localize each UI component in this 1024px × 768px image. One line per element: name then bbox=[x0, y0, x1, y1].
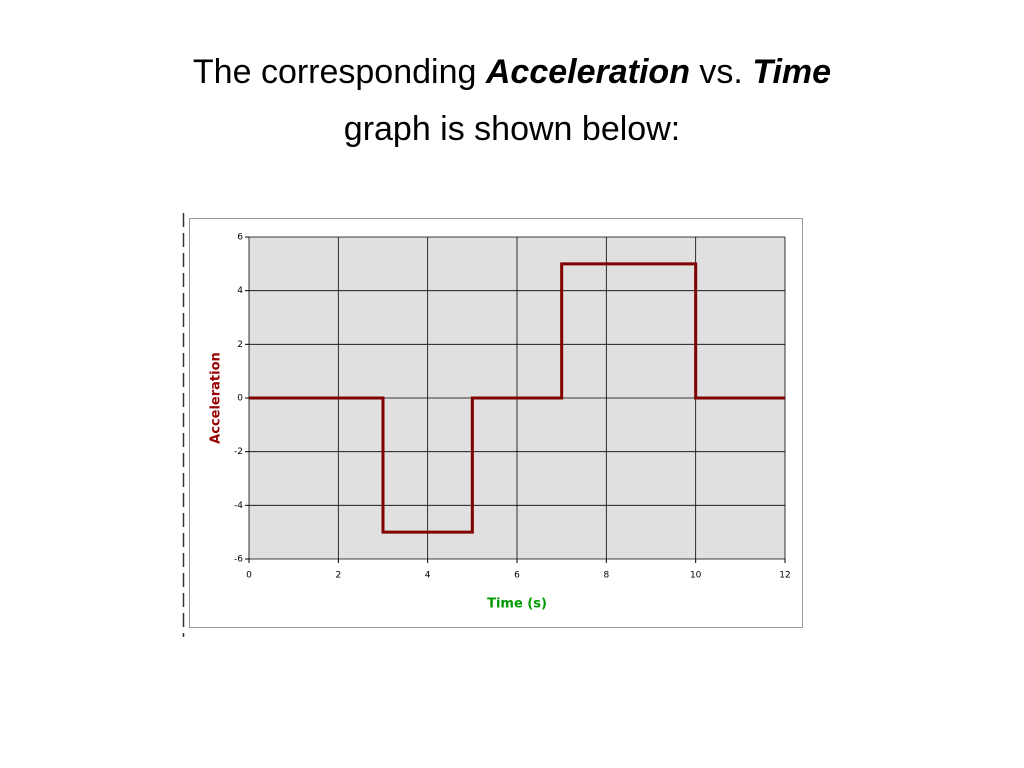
y-tick-label: -2 bbox=[234, 447, 243, 457]
title-text: The corresponding bbox=[192, 53, 477, 91]
y-tick-label: 4 bbox=[237, 286, 243, 296]
slide-title: The corresponding Acceleration vs. Time … bbox=[0, 44, 1024, 158]
y-tick-label: 0 bbox=[237, 394, 243, 404]
title-text: vs. bbox=[699, 53, 743, 91]
x-tick-label: 8 bbox=[603, 571, 609, 581]
x-tick-label: 6 bbox=[514, 571, 520, 581]
y-axis-label: Acceleration bbox=[209, 352, 224, 444]
x-tick-label: 2 bbox=[335, 571, 341, 581]
y-tick-label: -4 bbox=[234, 501, 243, 511]
x-axis-label: Time (s) bbox=[487, 597, 547, 612]
x-tick-label: 4 bbox=[425, 571, 431, 581]
title-emphasis: Time bbox=[752, 53, 832, 91]
title-text: graph is shown below: bbox=[343, 110, 681, 148]
x-tick-label: 0 bbox=[246, 571, 252, 581]
y-tick-label: 2 bbox=[237, 340, 243, 350]
y-tick-label: 6 bbox=[237, 233, 243, 243]
x-tick-label: 12 bbox=[779, 571, 790, 581]
title-emphasis: Acceleration bbox=[485, 53, 690, 91]
y-tick-label: -6 bbox=[234, 555, 243, 565]
data-line bbox=[249, 262, 785, 534]
x-tick-label: 10 bbox=[690, 571, 702, 581]
